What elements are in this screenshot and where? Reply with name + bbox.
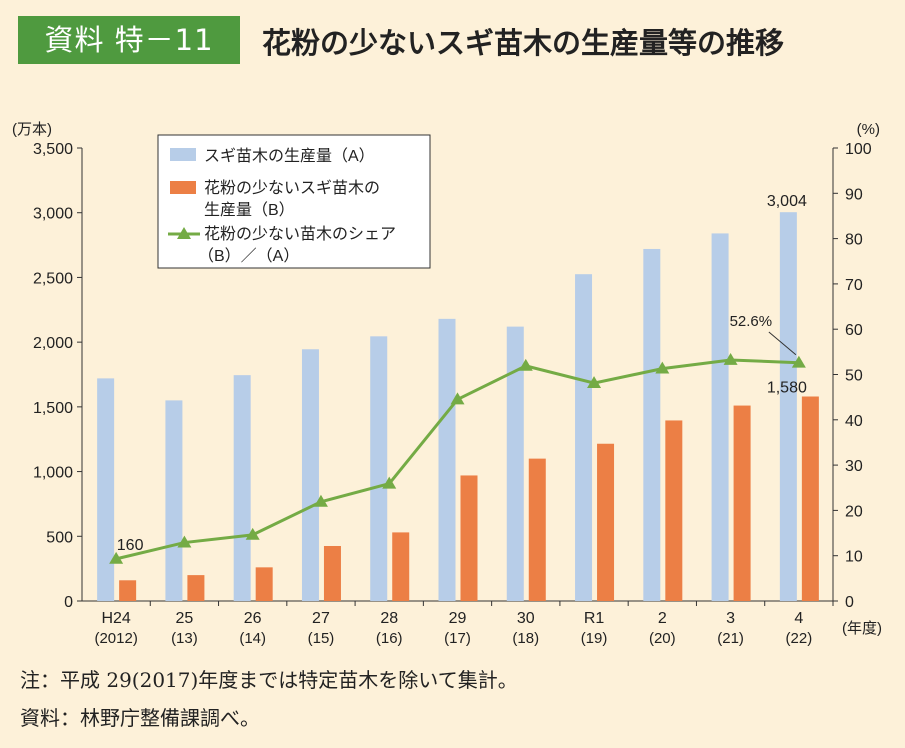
left-tick-label: 2,000	[33, 335, 73, 352]
bar-production-low-pollen	[665, 420, 683, 601]
bar-production-total	[711, 233, 729, 601]
x-tick-sublabel: (22)	[786, 630, 813, 647]
chart-title: 花粉の少ないスギ苗木の生産量等の推移	[262, 26, 785, 60]
data-label-share-2022: 52.6%	[730, 313, 773, 330]
bar-production-low-pollen	[597, 443, 615, 601]
left-tick-label: 1,000	[33, 465, 73, 482]
bar-production-total	[506, 326, 524, 601]
data-label-low-pollen-2012: 160	[117, 537, 144, 554]
x-tick-label: 4	[794, 610, 803, 627]
right-tick-label: 10	[845, 549, 863, 566]
left-tick-label: 3,000	[33, 206, 73, 223]
bar-production-total	[301, 349, 319, 601]
share-marker	[177, 535, 192, 548]
x-tick-sublabel: (18)	[512, 630, 539, 647]
left-tick-label: 3,500	[33, 141, 73, 158]
share-marker	[245, 527, 260, 540]
legend-label-share: 花粉の少ない苗木のシェア	[204, 225, 396, 243]
x-tick-sublabel: (13)	[171, 630, 198, 647]
x-tick-label: 3	[726, 610, 735, 627]
bar-production-low-pollen	[187, 575, 205, 601]
bar-production-low-pollen	[460, 475, 478, 601]
legend-swatch-total	[170, 148, 196, 161]
right-tick-label: 30	[845, 458, 863, 475]
x-tick-sublabel: (21)	[717, 630, 744, 647]
line-share	[115, 358, 799, 561]
left-tick-label: 1,500	[33, 400, 73, 417]
x-axis-unit: (年度)	[842, 620, 882, 637]
share-marker	[723, 353, 738, 365]
figure-number-badge: 資料 特－11	[18, 16, 240, 64]
x-tick-label: R1	[584, 610, 605, 627]
right-tick-label: 70	[845, 277, 863, 294]
bar-production-total	[779, 212, 797, 601]
legend-label-low-pollen: 花粉の少ないスギ苗木の	[204, 179, 380, 197]
bar-production-total	[643, 248, 661, 601]
bar-production-total	[438, 318, 456, 601]
source-note: 資料：林野庁整備課調べ。	[20, 706, 260, 730]
left-tick-label: 500	[46, 529, 73, 546]
left-tick-label: 2,500	[33, 270, 73, 287]
share-marker	[450, 392, 465, 405]
right-tick-label: 90	[845, 186, 863, 203]
share-marker	[382, 476, 397, 489]
right-tick-label: 20	[845, 503, 863, 520]
right-tick-label: 80	[845, 232, 863, 249]
x-tick-sublabel: (14)	[239, 630, 266, 647]
bar-production-low-pollen	[119, 580, 137, 601]
bar-production-low-pollen	[528, 458, 546, 601]
x-tick-sublabel: (2012)	[94, 630, 137, 647]
legend-swatch-share-marker	[177, 227, 191, 239]
right-tick-label: 60	[845, 322, 863, 339]
share-marker	[791, 355, 806, 368]
x-tick-label: 2	[658, 610, 667, 627]
bar-production-total	[575, 274, 593, 601]
chart-plot-area: 0 500 1,000 1,500 2,000 2,500 3,000 3,500 (万本) 0 1…	[12, 121, 882, 647]
bar-production-total	[370, 336, 388, 601]
bar-production-low-pollen	[801, 396, 819, 601]
bar-production-low-pollen	[255, 567, 273, 601]
x-tick-sublabel: (19)	[581, 630, 608, 647]
footnote: 注：平成 29(2017)年度までは特定苗木を除いて集計。	[20, 668, 518, 692]
x-tick-label: 28	[380, 610, 398, 627]
right-tick-label: 50	[845, 368, 863, 385]
x-tick-label: 26	[244, 610, 262, 627]
right-axis-unit: (%)	[857, 121, 880, 138]
x-tick-label: 27	[312, 610, 330, 627]
x-tick-label: H24	[101, 610, 130, 627]
right-tick-label: 40	[845, 413, 863, 430]
legend-label-low-pollen-cont: 生産量（B）	[204, 201, 295, 219]
legend-box	[157, 134, 431, 269]
right-tick-label: 100	[845, 141, 872, 158]
left-axis-unit: (万本)	[12, 121, 52, 138]
x-tick-label: 25	[176, 610, 194, 627]
x-tick-sublabel: (17)	[444, 630, 471, 647]
x-tick-label: 29	[449, 610, 467, 627]
right-tick-label: 0	[845, 594, 854, 611]
data-label-low-pollen-2022: 1,580	[767, 380, 807, 397]
x-tick-sublabel: (15)	[308, 630, 335, 647]
x-tick-sublabel: (20)	[649, 630, 676, 647]
bar-production-low-pollen	[323, 545, 341, 601]
x-tick-sublabel: (16)	[376, 630, 403, 647]
share-marker	[655, 361, 670, 374]
bar-production-total	[233, 375, 251, 601]
bar-production-total	[97, 378, 115, 601]
bar-production-low-pollen	[392, 532, 410, 601]
share-marker	[313, 494, 328, 507]
data-label-total-2022: 3,004	[767, 193, 807, 210]
legend-swatch-low-pollen	[170, 181, 196, 194]
legend-label-total: スギ苗木の生産量（A）	[204, 147, 375, 165]
x-tick-label: 30	[517, 610, 535, 627]
share-marker	[109, 551, 124, 564]
bar-production-total	[165, 400, 183, 601]
share-marker	[587, 376, 602, 389]
left-tick-label: 0	[64, 594, 73, 611]
legend-label-share-cont: （B）／（A）	[198, 247, 299, 265]
share-marker	[518, 358, 533, 371]
share-label-leader	[768, 331, 797, 356]
bar-production-low-pollen	[733, 405, 751, 601]
